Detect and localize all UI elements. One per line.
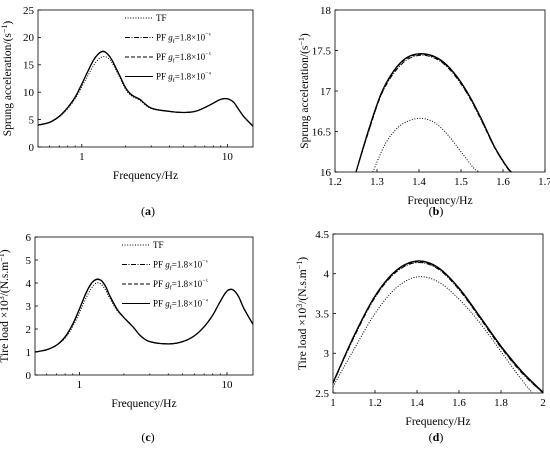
y-tick-label: 2.5 <box>315 388 329 400</box>
legend: TF PF gf=1.8×10⁻⁶ PF gf=1.8×10⁻⁵ PF gf=1.8×… <box>122 240 209 311</box>
series-line-dashdot <box>355 54 512 172</box>
y-tick-label: 5 <box>29 114 35 126</box>
series-line-dotted <box>372 117 481 172</box>
series-group <box>355 52 512 172</box>
series-group <box>35 278 253 353</box>
y-tick-label: 1 <box>26 347 32 359</box>
chart-panel-d: 1 1.2 1.4 1.6 1.8 2 2.5 3 3.5 4 4.5 Frequency/Hz Tir… <box>295 229 546 444</box>
y-tick-label: 16.5 <box>312 126 332 138</box>
y-tick-label: 16 <box>320 167 332 179</box>
plot-frame <box>37 9 254 148</box>
panel-label: (b) <box>429 204 444 218</box>
x-tick-label: 1.6 <box>452 397 466 409</box>
legend-label: PF gf=1.8×10⁻⁴ <box>156 71 212 84</box>
y-tick-label: 25 <box>23 5 35 17</box>
chart-panel-a: 1 10 0 5 10 15 20 25 Frequency/Hz Sprung accelera… <box>0 5 254 218</box>
y-tick-label: 20 <box>23 32 35 44</box>
x-tick-label: 1.2 <box>368 397 382 409</box>
x-axis-label: Frequency/Hz <box>407 195 472 207</box>
x-tick-label: 1.5 <box>454 176 468 188</box>
legend-label: PF gf=1.8×10⁻⁵ <box>156 52 211 65</box>
y-tick-label: 3 <box>324 348 330 360</box>
series-line-dashdot <box>35 279 253 353</box>
legend-label: PF gf=1.8×10⁻⁶ <box>153 259 208 272</box>
plot-frame <box>34 236 254 376</box>
y-tick-label: 18 <box>320 5 332 17</box>
series-line-dashdot <box>333 262 543 393</box>
y-tick-label: 17.5 <box>312 45 332 57</box>
y-tick-label: 5 <box>26 255 32 267</box>
series-group <box>333 260 543 393</box>
chart-panel-c: 1 10 0 1 2 3 4 5 6 Frequency/Hz Tire load ×103/(N.… <box>0 232 254 444</box>
x-axis-label: Frequency/Hz <box>405 416 470 428</box>
series-group <box>38 50 253 127</box>
x-tick-label: 2 <box>540 397 546 409</box>
legend: TF PF gf=1.8×10⁻⁶ PF gf=1.8×10⁻⁵ PF gf=1.8×… <box>125 13 212 84</box>
y-axis-label: Sprung acceleration/(s−1) <box>297 33 311 149</box>
series-line-solid <box>333 260 543 393</box>
series-line-dashed <box>355 53 512 172</box>
x-tick-label: 1.6 <box>496 176 510 188</box>
y-tick-label: 0 <box>26 370 32 382</box>
legend-label: PF gf=1.8×10⁻⁴ <box>153 298 209 311</box>
x-tick-label: 1.3 <box>370 176 384 188</box>
plot-frame <box>334 9 546 173</box>
y-tick-label: 6 <box>26 232 32 244</box>
y-tick-label: 4.5 <box>315 229 329 241</box>
x-axis-label: Frequency/Hz <box>113 170 178 182</box>
y-tick-label: 17 <box>320 86 332 98</box>
series-line-solid <box>355 52 512 172</box>
y-axis-label: Tire load ×103/(N.s.m−1) <box>295 257 309 370</box>
legend-label: TF <box>156 13 167 23</box>
panel-label: (d) <box>429 430 444 444</box>
legend-label: TF <box>153 240 164 250</box>
x-tick-label: 1.8 <box>494 397 508 409</box>
y-tick-label: 3 <box>26 301 32 313</box>
x-tick-label: 10 <box>222 151 234 163</box>
y-tick-label: 15 <box>23 60 35 72</box>
y-tick-label: 4 <box>26 278 32 290</box>
chart-panel-b: 1.2 1.3 1.4 1.5 1.6 1.7 16 16.5 17 17.5 18 Frequenc… <box>297 5 550 218</box>
y-tick-label: 0 <box>29 142 35 154</box>
x-tick-label: 1.4 <box>410 397 424 409</box>
series-line-dashed <box>333 261 543 393</box>
y-tick-label: 3.5 <box>315 308 329 320</box>
series-line-solid <box>35 278 253 353</box>
series-line-solid <box>38 50 253 127</box>
y-axis-label: Tire load ×103/(N.s.m−1) <box>0 249 11 362</box>
series-line-dotted <box>38 56 253 127</box>
y-tick-label: 10 <box>23 87 35 99</box>
series-line-dotted <box>35 282 253 353</box>
x-tick-label: 1.2 <box>328 176 342 188</box>
y-axis-label: Sprung acceleration/(s−1) <box>0 21 14 137</box>
series-line-dashdot <box>38 51 253 127</box>
x-tick-label: 1.4 <box>412 176 426 188</box>
x-tick-label: 1 <box>77 379 83 391</box>
series-line-dashed <box>35 278 253 353</box>
x-tick-label: 1 <box>330 397 336 409</box>
panel-label: (c) <box>141 430 154 444</box>
series-line-dotted <box>333 276 533 393</box>
x-tick-label: 1 <box>79 151 85 163</box>
y-tick-label: 2 <box>26 324 32 336</box>
y-tick-label: 4 <box>324 269 330 281</box>
series-line-dashed <box>38 50 253 127</box>
x-tick-label: 1.7 <box>538 176 550 188</box>
panel-label: (a) <box>141 204 155 218</box>
legend-label: PF gf=1.8×10⁻⁶ <box>156 32 211 45</box>
x-tick-label: 10 <box>222 379 234 391</box>
x-axis-label: Frequency/Hz <box>111 398 176 410</box>
legend-label: PF gf=1.8×10⁻⁵ <box>153 279 208 292</box>
